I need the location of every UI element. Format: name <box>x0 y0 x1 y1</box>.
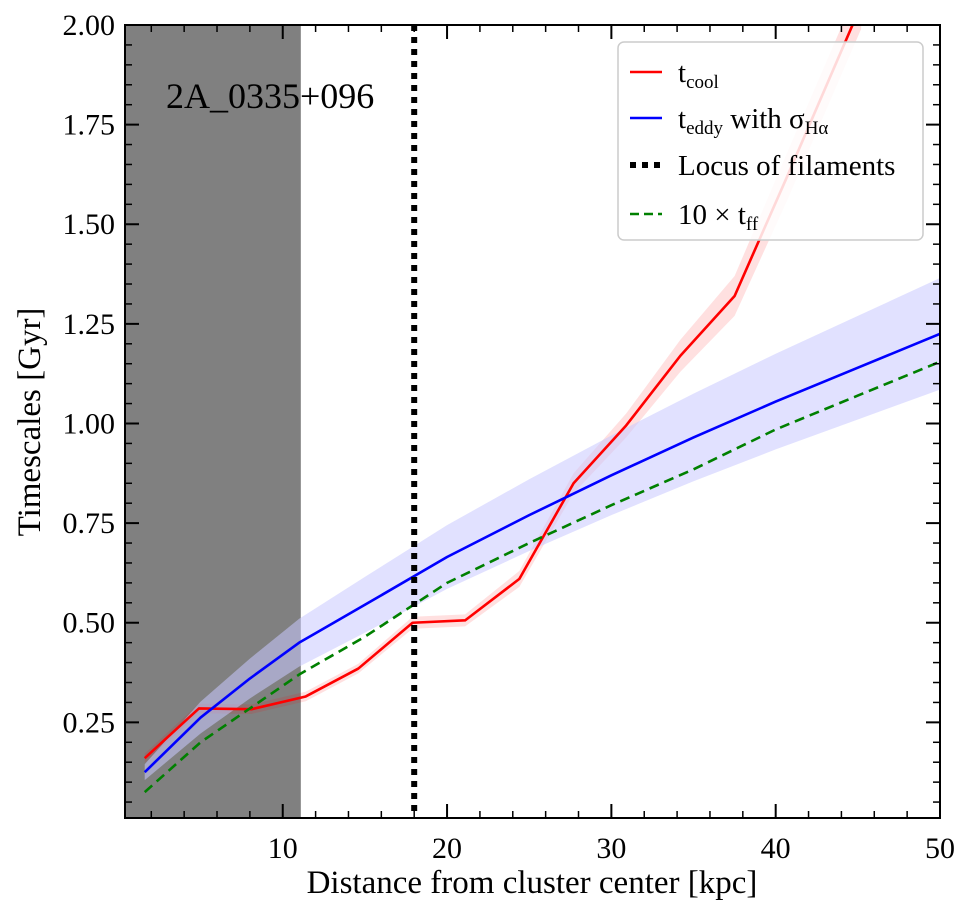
series-line-0 <box>143 25 854 760</box>
legend-label-1: teddy with σHα <box>678 103 828 139</box>
x-axis-label: Distance from cluster center [kpc] <box>307 865 758 901</box>
uncertainty-band-1 <box>144 278 940 781</box>
y-tick-label: 2.00 <box>63 9 116 42</box>
y-axis-label: Timescales [Gyr] <box>12 308 48 537</box>
y-tick-label: 1.00 <box>63 407 116 440</box>
excluded-region <box>125 25 301 818</box>
annotation-label: 2A_0335+096 <box>166 76 374 116</box>
legend-label-0: tcool <box>678 57 719 93</box>
x-tick-label: 50 <box>925 832 955 865</box>
x-tick-label: 30 <box>596 832 626 865</box>
legend-label-3: 10 × tff <box>678 199 759 235</box>
y-tick-label: 0.25 <box>63 706 116 739</box>
y-tick-label: 0.50 <box>63 607 116 640</box>
x-tick-label: 10 <box>268 832 298 865</box>
series-line-1 <box>143 332 940 774</box>
x-tick-label: 40 <box>761 832 791 865</box>
y-tick-label: 1.50 <box>63 208 116 241</box>
y-tick-label: 1.75 <box>63 109 116 142</box>
y-tick-label: 0.75 <box>63 507 116 540</box>
plot-frame <box>124 24 941 819</box>
legend-label-2: Locus of filaments <box>678 150 895 182</box>
x-tick-label: 20 <box>432 832 462 865</box>
legend-box <box>617 41 924 241</box>
y-tick-label: 1.25 <box>63 308 116 341</box>
